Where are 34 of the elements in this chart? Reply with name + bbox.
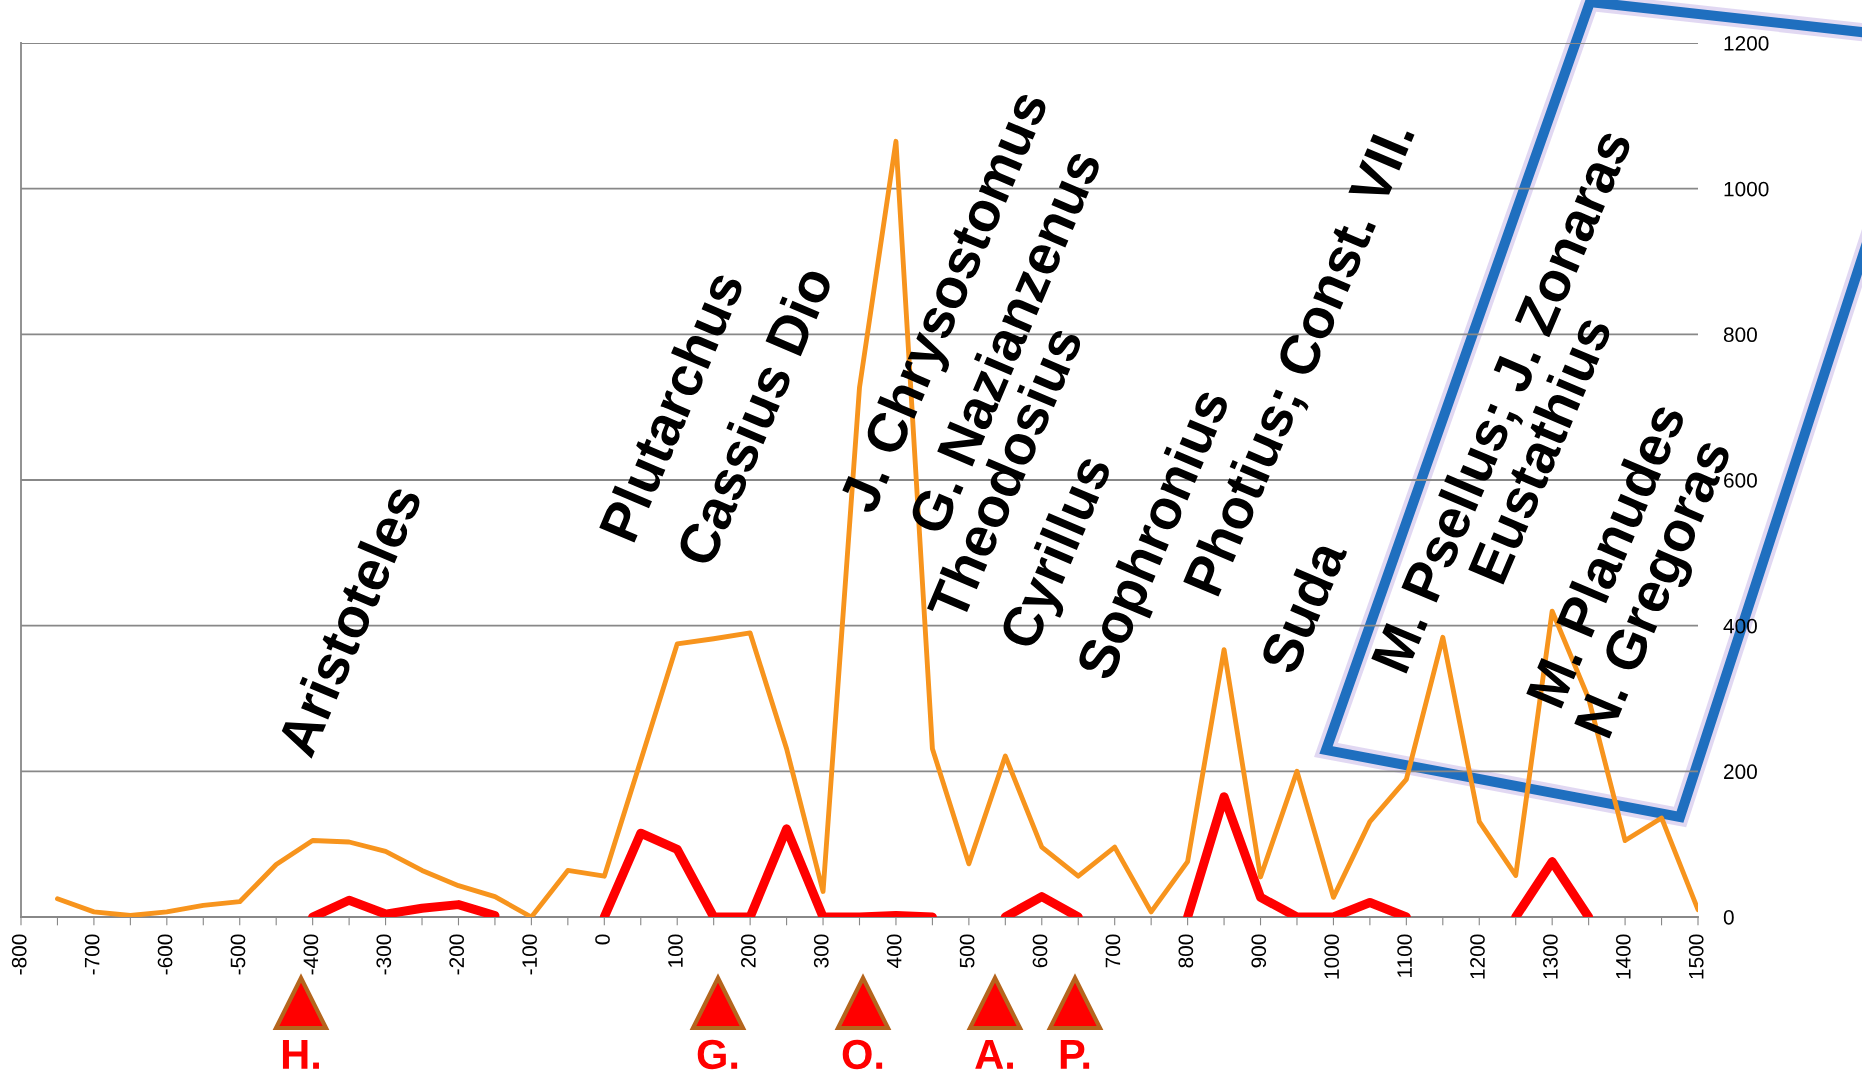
- x-tick-label: 300: [813, 934, 829, 968]
- x-tick-label: 0: [595, 934, 610, 945]
- x-tick-label: 1000: [1324, 934, 1340, 979]
- x-tick-label: -400: [303, 934, 319, 975]
- x-tick-label: -300: [376, 934, 392, 975]
- text: O.: [842, 1039, 883, 1070]
- x-tick-label: 100: [668, 934, 683, 967]
- y-tick-label: 800: [1723, 327, 1757, 343]
- x-tick-label: -500: [230, 934, 246, 975]
- x-tick-label: -100: [522, 934, 537, 975]
- text: A.: [975, 1040, 1013, 1069]
- x-tick-label: 700: [1105, 934, 1121, 968]
- x-tick-label: 1100: [1397, 934, 1412, 977]
- x-tick-label: 1500: [1688, 934, 1704, 979]
- y-tick-label: 0: [1723, 910, 1734, 925]
- x-tick-label: -600: [157, 934, 173, 975]
- y-tick-label: 200: [1724, 764, 1757, 780]
- text: H.: [282, 1040, 319, 1069]
- x-tick-label: -800: [11, 934, 27, 975]
- x-tick-label: 1300: [1543, 934, 1558, 979]
- x-tick-label: 500: [959, 934, 975, 968]
- y-tick-label: 1200: [1724, 36, 1769, 51]
- text: P.: [1060, 1040, 1090, 1069]
- x-tick-label: 200: [740, 934, 756, 968]
- x-tick-label: 1400: [1615, 934, 1631, 979]
- x-tick-label: 800: [1178, 934, 1194, 968]
- text: G.: [697, 1039, 738, 1070]
- x-tick-label: -700: [84, 934, 100, 975]
- x-tick-label: 400: [886, 934, 902, 968]
- x-tick-label: -200: [449, 934, 465, 975]
- x-tick-label: 900: [1251, 934, 1267, 968]
- y-tick-label: 1000: [1724, 181, 1769, 197]
- x-tick-label: 1200: [1470, 934, 1485, 979]
- x-tick-label: 600: [1032, 934, 1048, 968]
